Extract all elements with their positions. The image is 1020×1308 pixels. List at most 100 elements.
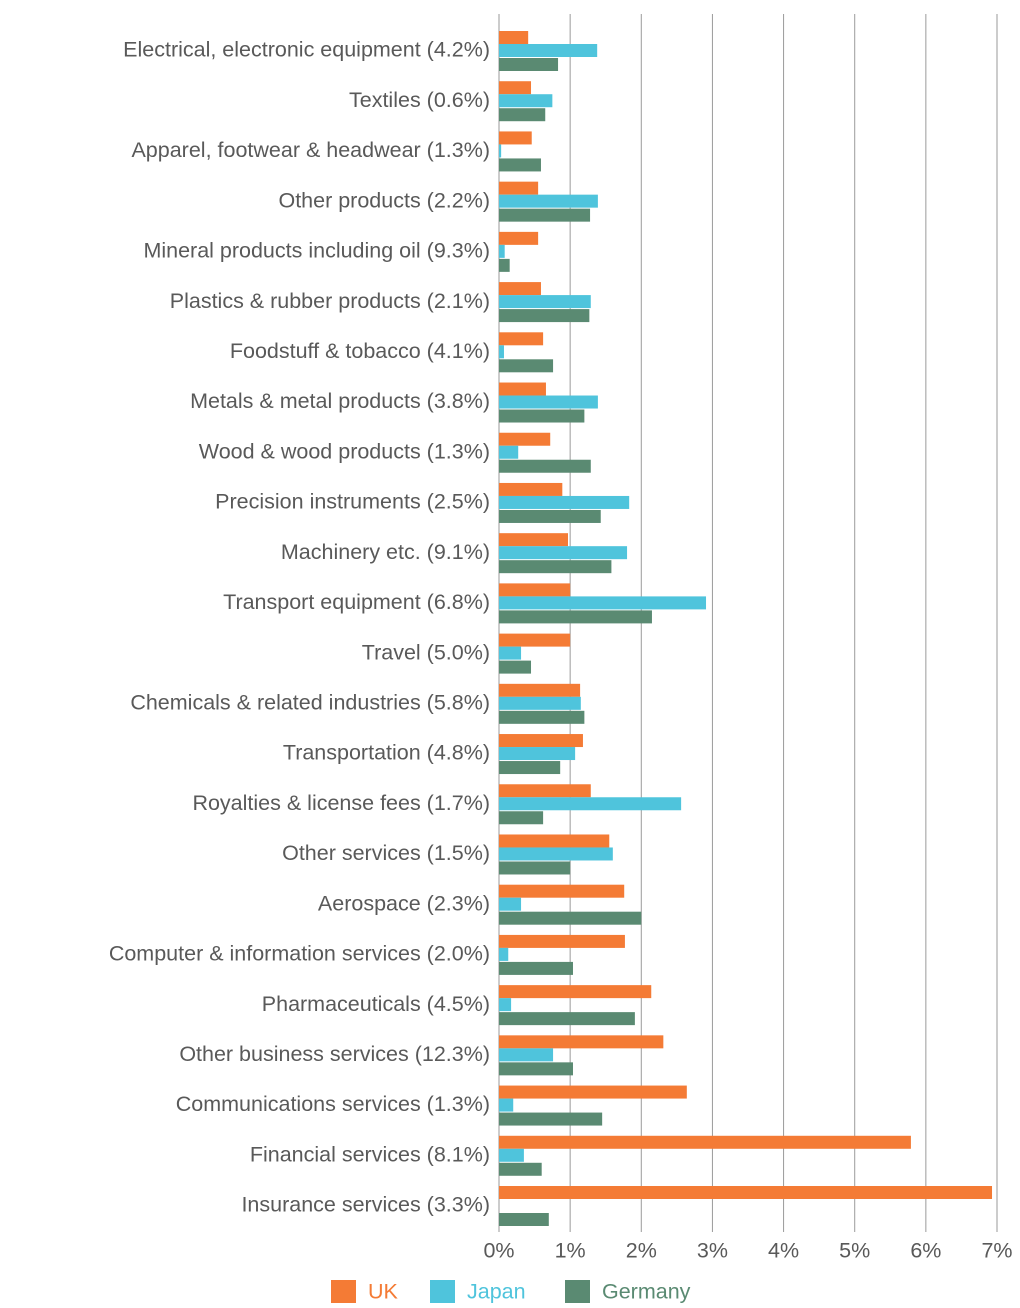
bar	[499, 546, 628, 560]
bar	[499, 482, 563, 496]
bar	[499, 660, 532, 674]
x-tick-label: 4%	[768, 1239, 799, 1263]
legend-swatch	[565, 1280, 590, 1303]
bar	[499, 309, 590, 323]
bar	[499, 108, 546, 122]
y-tick-label: Plastics & rubber products (2.1%)	[170, 289, 490, 313]
bar	[499, 345, 504, 359]
bar	[499, 998, 512, 1012]
bar	[499, 861, 571, 875]
y-tick-label: Other services (1.5%)	[282, 841, 490, 865]
bar	[499, 509, 601, 523]
y-tick-label: Financial services (8.1%)	[250, 1142, 490, 1166]
bar	[499, 533, 569, 547]
y-tick-label: Other products (2.2%)	[278, 188, 490, 212]
bar	[499, 144, 502, 158]
bar	[499, 811, 544, 825]
bar	[499, 459, 591, 473]
bar	[499, 797, 682, 811]
bar	[499, 332, 544, 346]
y-tick-label: Royalties & license fees (1.7%)	[192, 791, 490, 815]
y-tick-label: Electrical, electronic equipment (4.2%)	[123, 38, 490, 62]
bar	[499, 583, 571, 597]
bar	[499, 409, 585, 423]
y-tick-label: Travel (5.0%)	[362, 640, 490, 664]
y-tick-label: Foodstuff & tobacco (4.1%)	[230, 339, 490, 363]
bar	[499, 1148, 524, 1162]
y-tick-label: Machinery etc. (9.1%)	[281, 540, 490, 564]
bar	[499, 44, 598, 57]
bar	[499, 683, 581, 697]
bar	[499, 747, 576, 761]
bar	[499, 897, 522, 911]
bar	[499, 1098, 514, 1112]
bar	[499, 432, 551, 446]
bar	[499, 158, 541, 172]
bar	[499, 495, 630, 509]
bar	[499, 81, 532, 95]
x-tick-label: 2%	[626, 1239, 657, 1263]
bar	[499, 710, 585, 724]
y-tick-label: Textiles (0.6%)	[349, 88, 490, 112]
bar	[499, 359, 554, 373]
y-tick-label: Other business services (12.3%)	[179, 1042, 490, 1066]
bar	[499, 1186, 993, 1199]
bar	[499, 1062, 573, 1076]
bar	[499, 610, 652, 624]
bar	[499, 985, 652, 999]
bar	[499, 1048, 554, 1062]
bar	[499, 1012, 635, 1026]
bar	[499, 231, 539, 245]
bar	[499, 847, 613, 861]
y-tick-label: Transportation (4.8%)	[283, 741, 490, 765]
bar	[499, 934, 625, 948]
bar	[499, 295, 591, 309]
bar	[499, 58, 559, 71]
y-tick-label: Insurance services (3.3%)	[241, 1193, 490, 1217]
legend-label: Germany	[602, 1280, 691, 1303]
bar	[499, 31, 529, 44]
x-tick-label: 7%	[981, 1239, 1012, 1263]
x-tick-label: 5%	[839, 1239, 870, 1263]
bar	[499, 947, 509, 961]
y-tick-label: Apparel, footwear & headwear (1.3%)	[131, 138, 490, 162]
y-tick-label: Metals & metal products (3.8%)	[190, 389, 490, 413]
bar	[499, 244, 505, 258]
bar	[499, 258, 510, 272]
bar	[499, 633, 571, 647]
bar	[499, 445, 519, 459]
bar	[499, 734, 583, 748]
legend-label: Japan	[467, 1280, 526, 1303]
y-tick-label: Aerospace (2.3%)	[318, 891, 490, 915]
bar	[499, 395, 598, 409]
x-tick-label: 6%	[910, 1239, 941, 1263]
bar	[499, 282, 541, 296]
bar	[499, 834, 610, 848]
bar	[499, 784, 591, 798]
bar	[499, 181, 539, 195]
y-tick-label: Pharmaceuticals (4.5%)	[262, 992, 490, 1016]
bar	[499, 1112, 603, 1126]
bar	[499, 761, 561, 775]
bar	[499, 94, 553, 108]
y-tick-label: Communications services (1.3%)	[176, 1092, 490, 1116]
bar	[499, 1085, 687, 1099]
bar	[499, 646, 522, 660]
bar	[499, 696, 581, 710]
bar	[499, 596, 707, 610]
y-tick-label: Computer & information services (2.0%)	[109, 942, 490, 966]
legend-swatch	[331, 1280, 356, 1303]
x-tick-label: 1%	[555, 1239, 586, 1263]
bar	[499, 560, 612, 574]
y-tick-label: Precision instruments (2.5%)	[215, 490, 490, 514]
bar	[499, 1162, 542, 1176]
bar	[499, 884, 625, 898]
bar	[499, 1213, 549, 1226]
bar	[499, 382, 546, 396]
y-tick-label: Mineral products including oil (9.3%)	[143, 239, 490, 263]
bar	[499, 911, 642, 925]
legend-swatch	[430, 1280, 455, 1303]
x-tick-label: 3%	[697, 1239, 728, 1263]
y-tick-label: Wood & wood products (1.3%)	[199, 439, 490, 463]
